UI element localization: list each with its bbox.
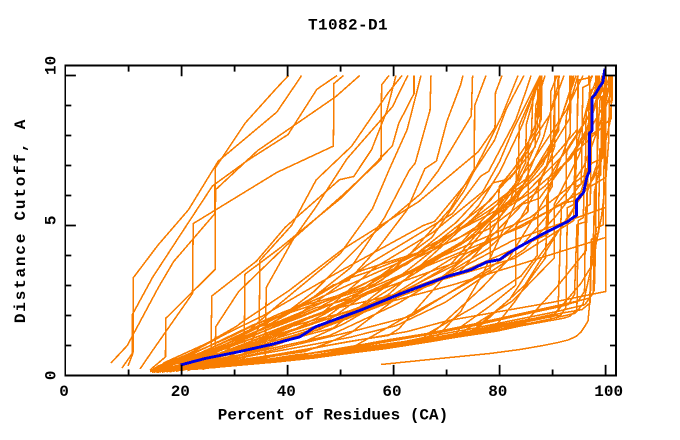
svg-text:20: 20 (171, 383, 190, 401)
svg-text:80: 80 (488, 383, 507, 401)
svg-text:10: 10 (43, 56, 61, 75)
svg-text:Percent of Residues (CA): Percent of Residues (CA) (218, 407, 448, 425)
svg-text:0: 0 (43, 370, 61, 380)
svg-text:0: 0 (59, 383, 69, 401)
svg-text:5: 5 (43, 215, 61, 225)
svg-text:T1082-D1: T1082-D1 (308, 17, 388, 35)
svg-text:40: 40 (277, 383, 296, 401)
svg-text:Distance Cutoff, A: Distance Cutoff, A (12, 118, 30, 323)
svg-text:100: 100 (594, 383, 623, 401)
svg-text:60: 60 (382, 383, 401, 401)
